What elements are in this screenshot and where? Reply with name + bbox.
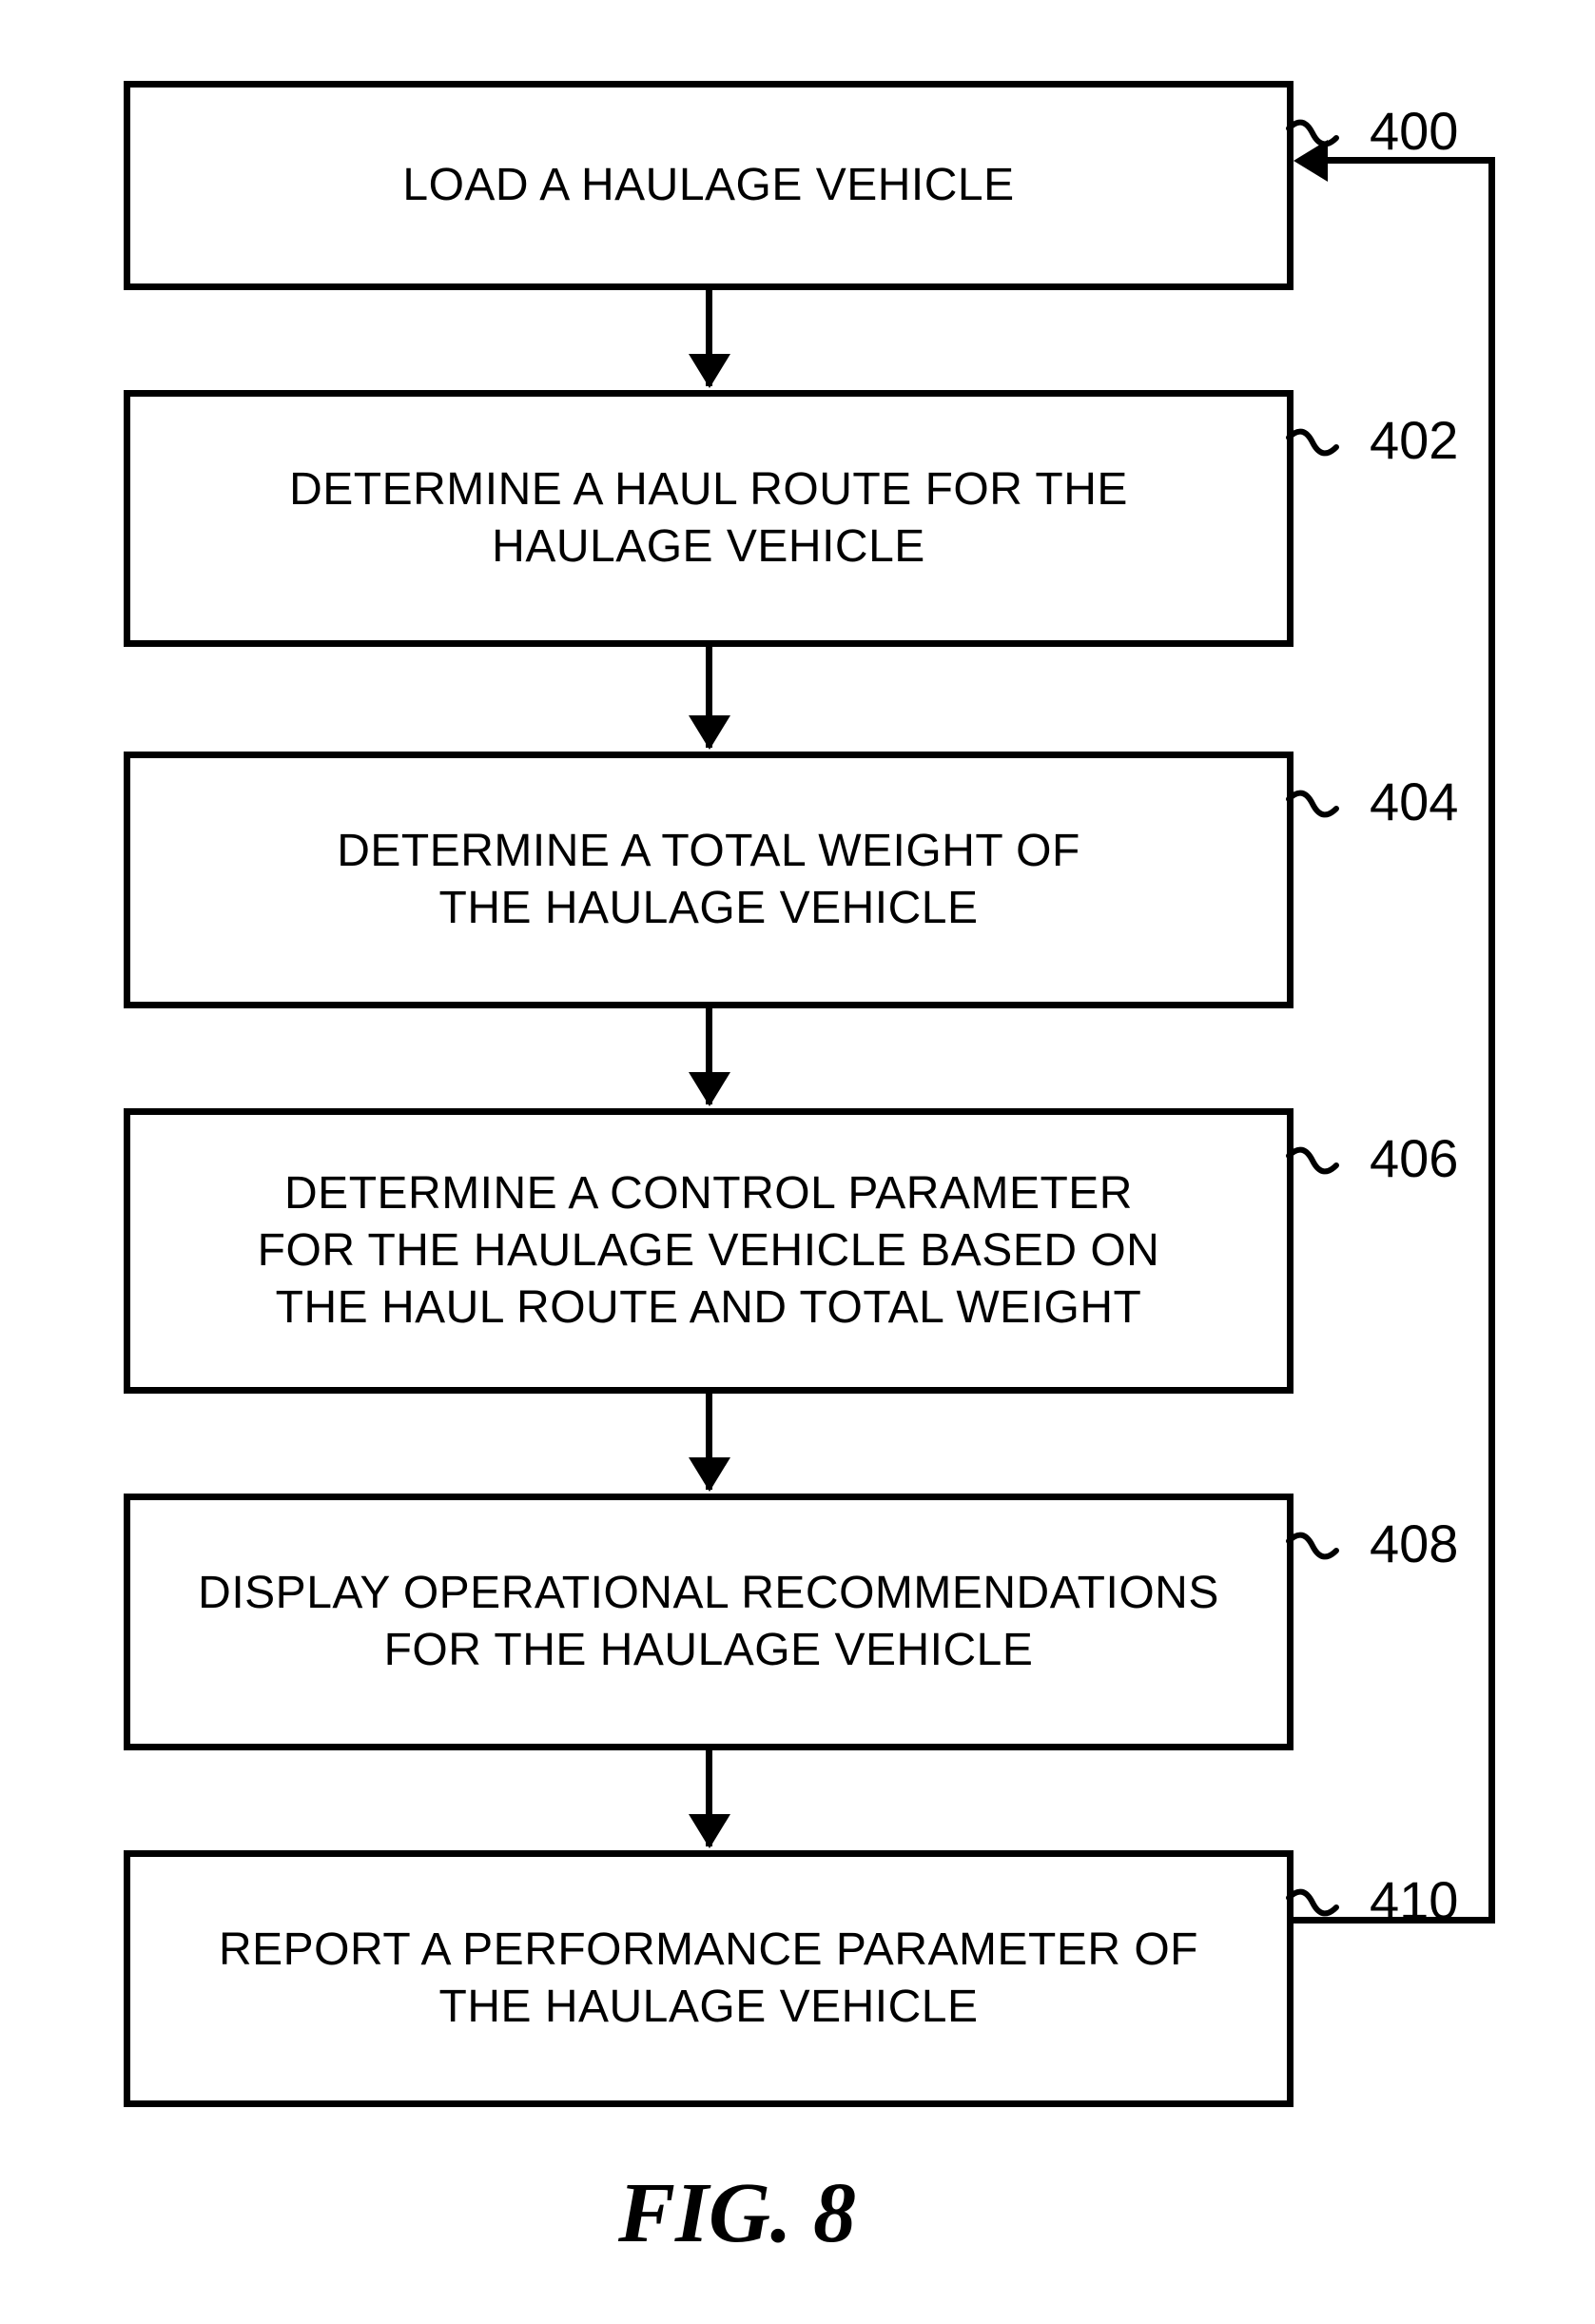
reference-number: 402: [1370, 409, 1458, 471]
flow-arrow: [706, 290, 712, 386]
feedback-line: [1324, 157, 1495, 164]
process-step-text: REPORT A PERFORMANCE PARAMETER OF THE HA…: [219, 1922, 1198, 2036]
process-step-404: DETERMINE A TOTAL WEIGHT OF THE HAULAGE …: [124, 752, 1294, 1008]
process-step-text: DETERMINE A CONTROL PARAMETER FOR THE HA…: [258, 1165, 1160, 1337]
process-step-text: DISPLAY OPERATIONAL RECOMMENDATIONS FOR …: [198, 1565, 1219, 1679]
process-step-408: DISPLAY OPERATIONAL RECOMMENDATIONS FOR …: [124, 1494, 1294, 1750]
reference-leader: [1284, 1884, 1341, 1941]
feedback-line: [1294, 1917, 1495, 1924]
reference-number: 406: [1370, 1127, 1458, 1189]
process-step-text: LOAD A HAULAGE VEHICLE: [402, 157, 1014, 214]
reference-leader: [1284, 785, 1341, 842]
flow-arrow: [706, 1008, 712, 1104]
reference-leader: [1284, 423, 1341, 480]
reference-leader: [1284, 1142, 1341, 1199]
process-step-text: DETERMINE A HAUL ROUTE FOR THE HAULAGE V…: [289, 461, 1128, 576]
flow-arrow: [706, 1394, 712, 1490]
reference-number: 400: [1370, 100, 1458, 162]
feedback-arrowhead: [1294, 140, 1328, 182]
process-step-406: DETERMINE A CONTROL PARAMETER FOR THE HA…: [124, 1108, 1294, 1394]
process-step-402: DETERMINE A HAUL ROUTE FOR THE HAULAGE V…: [124, 390, 1294, 647]
reference-leader: [1284, 1527, 1341, 1584]
process-step-text: DETERMINE A TOTAL WEIGHT OF THE HAULAGE …: [337, 823, 1080, 937]
figure-caption: FIG. 8: [618, 2164, 856, 2262]
feedback-line: [1488, 157, 1495, 1924]
reference-number: 408: [1370, 1513, 1458, 1574]
flowchart-stage: FIG. 8 LOAD A HAULAGE VEHICLE 400 DETERMIN…: [0, 0, 1595, 2324]
reference-number: 404: [1370, 771, 1458, 832]
flow-arrow: [706, 647, 712, 748]
process-step-400: LOAD A HAULAGE VEHICLE: [124, 81, 1294, 290]
flow-arrow: [706, 1750, 712, 1846]
process-step-410: REPORT A PERFORMANCE PARAMETER OF THE HA…: [124, 1850, 1294, 2107]
